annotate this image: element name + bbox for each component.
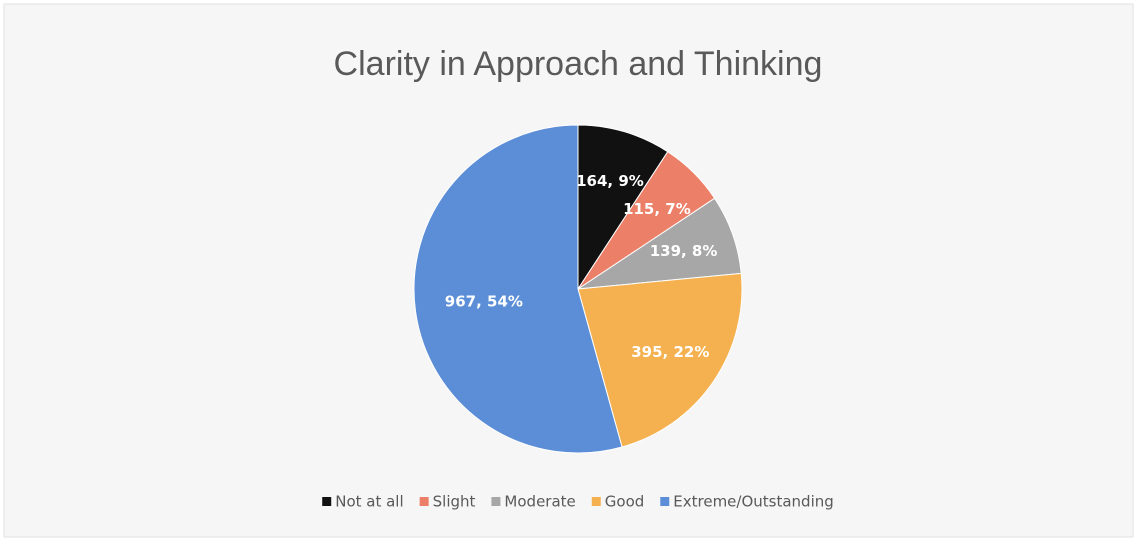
legend-label: Not at all — [335, 493, 403, 511]
legend-label: Slight — [433, 493, 476, 511]
data-label: 395, 22% — [631, 343, 709, 361]
pie-slice — [577, 272, 743, 448]
data-label: 967, 54% — [445, 292, 523, 310]
data-label: 164, 9% — [576, 172, 644, 190]
legend-swatch — [591, 497, 601, 506]
legend-swatch — [491, 497, 501, 506]
data-label: 115, 7% — [623, 200, 691, 218]
data-label: 139, 8% — [650, 242, 718, 260]
legend-label: Moderate — [504, 493, 575, 511]
legend-swatch — [419, 497, 429, 506]
legend-label: Good — [605, 493, 645, 511]
chart-title: Clarity in Approach and Thinking — [334, 45, 823, 83]
pie-slice — [413, 124, 623, 454]
legend-swatch — [660, 497, 670, 506]
legend-swatch — [322, 497, 332, 506]
legend-label: Extreme/Outstanding — [673, 493, 834, 511]
pie-slice — [577, 124, 669, 291]
